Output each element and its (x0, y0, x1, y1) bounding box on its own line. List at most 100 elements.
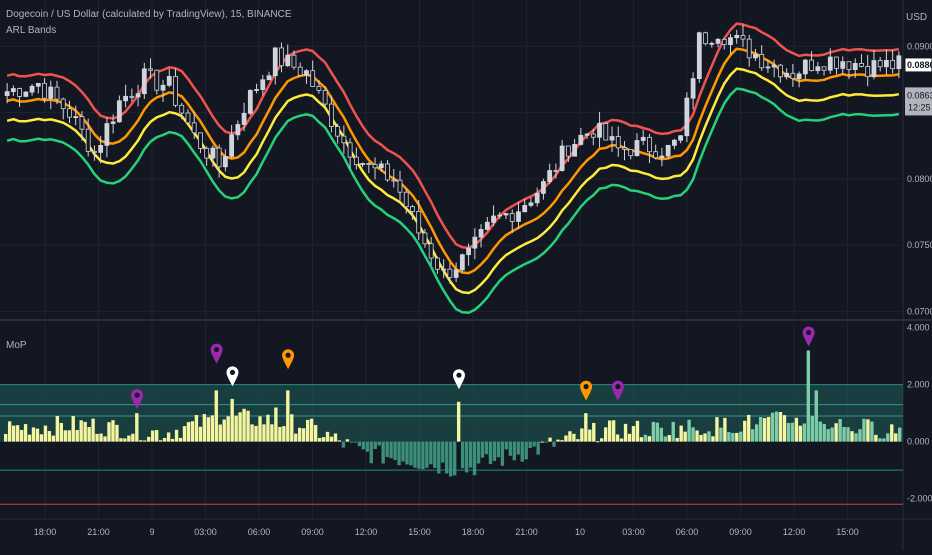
candle-body (765, 66, 771, 69)
candle-body (403, 191, 409, 208)
mop-bar (480, 441, 485, 458)
mop-bar (95, 433, 99, 442)
mop-bar (79, 420, 83, 442)
candle-body (179, 104, 185, 114)
signal-marker-hole (806, 329, 812, 336)
candle-body (85, 128, 91, 152)
mop-bar (739, 431, 743, 442)
time-tick-label: 06:00 (248, 527, 271, 537)
mop-bar (413, 441, 417, 468)
mop-bar (520, 441, 524, 462)
mop-bar (747, 414, 751, 442)
candle-body (154, 69, 160, 91)
mop-bar (321, 437, 326, 442)
time-tick-label: 18:00 (462, 527, 485, 537)
mop-bar (162, 438, 167, 442)
candle-body (166, 76, 172, 86)
mop-bar (460, 441, 465, 469)
mop-bar (135, 413, 139, 442)
mop-bar (151, 430, 155, 442)
mop-bar (19, 429, 24, 442)
candle-body (603, 123, 609, 141)
last-price-badge (904, 57, 932, 73)
indicator-label[interactable]: ARL Bands (6, 25, 57, 36)
mop-bar (623, 423, 628, 442)
candle-body (92, 151, 97, 153)
candle-body (777, 64, 783, 78)
candle-body (123, 95, 129, 102)
mop-bar (210, 415, 214, 442)
mop-bar (325, 431, 330, 442)
mop-bar (504, 441, 509, 450)
mop-bar (496, 441, 501, 458)
candle-body (241, 112, 247, 125)
mop-bar (139, 440, 143, 442)
band-line-3 (6, 87, 900, 315)
candle-body (553, 170, 559, 172)
mop-bar (190, 421, 195, 442)
signal-marker-icon (210, 343, 223, 364)
candle-body (410, 206, 415, 212)
mop-bar (536, 441, 540, 455)
candle-body (584, 133, 590, 136)
candle-body (272, 47, 278, 77)
candle-body (422, 232, 428, 245)
candle-body (491, 215, 496, 223)
mop-bar (611, 420, 616, 442)
candle-body (360, 163, 365, 166)
candle-body (441, 268, 447, 271)
mop-bar (39, 434, 44, 442)
signal-marker-hole (583, 384, 589, 390)
mop-bar (786, 422, 791, 442)
mop-bar (600, 438, 604, 442)
mop-bar (127, 435, 131, 442)
mop-bar (262, 424, 266, 442)
candle-body (116, 100, 122, 123)
mop-bar (691, 427, 695, 442)
mop-bar (234, 415, 238, 442)
mop-bar (385, 441, 389, 458)
mop-bar (7, 421, 12, 442)
mop-bar (854, 433, 858, 442)
mop-bar (27, 434, 32, 442)
mop-bar (830, 427, 834, 442)
candle-body (453, 269, 459, 278)
mop-bar (564, 435, 568, 442)
band-price-badge (905, 87, 932, 116)
mop-bar (294, 433, 298, 442)
mop-bar (425, 441, 429, 468)
candle-body (709, 42, 715, 45)
mop-bar (55, 416, 60, 442)
mop-bar (870, 421, 874, 442)
mop-bar (492, 441, 497, 461)
signal-marker-icon (226, 366, 239, 387)
time-tick-label: 12:00 (783, 527, 806, 537)
candle-body (335, 126, 341, 137)
mop-bar (87, 427, 91, 442)
mop-bar (580, 428, 584, 442)
mop-bar (754, 424, 759, 442)
mop-bar (814, 390, 818, 442)
candle-body (129, 95, 135, 98)
mop-bar (198, 426, 203, 442)
mop-bar (635, 420, 640, 442)
candle-body (647, 136, 652, 153)
mop-bar (246, 410, 250, 442)
mop-bar (842, 427, 846, 442)
candle-body (98, 145, 104, 153)
candle-body (279, 47, 284, 67)
mop-bar (615, 434, 620, 442)
price-tick-label: 0.0800 (907, 174, 932, 184)
candle-body (753, 54, 758, 59)
candle-body (148, 68, 153, 71)
mop-bar (723, 417, 727, 442)
candle-body (222, 155, 228, 168)
mop-bar (894, 433, 898, 442)
mop-bar (540, 441, 544, 443)
symbol-title[interactable]: Dogecoin / US Dollar (calculated by Trad… (6, 9, 292, 20)
sub-pane-label[interactable]: MoP (6, 340, 27, 351)
candle-body (559, 145, 565, 171)
mop-bar (71, 416, 75, 442)
mop-bar (584, 413, 588, 442)
